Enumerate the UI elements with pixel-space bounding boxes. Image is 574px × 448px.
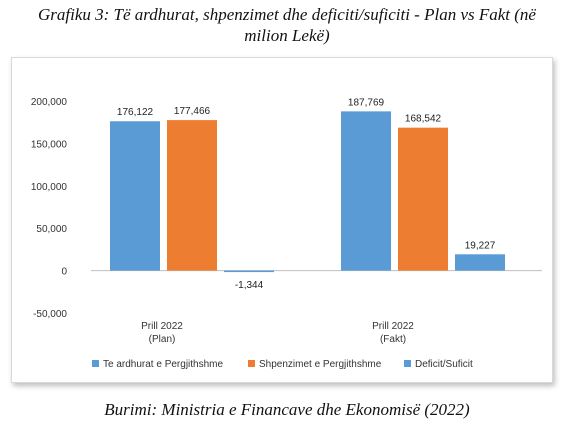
chart-frame: 200,000 150,000 100,000 50,000 0 -50,000 176,1… [11, 57, 553, 383]
legend-swatch [92, 360, 99, 367]
bar [110, 121, 160, 271]
category-label: (Fakt) [380, 334, 406, 345]
chart-caption-title: Grafiku 3: Të ardhurat, shpenzimet dhe d… [0, 4, 574, 46]
y-tick-label: 50,000 [36, 224, 67, 235]
legend-label: Shpenzimet e Pergjithshme [259, 359, 382, 370]
caption-title-line-2: milion Lekë) [244, 26, 330, 45]
data-label: 168,542 [405, 114, 442, 125]
legend-label: Deficit/Suficit [415, 359, 473, 370]
bar [224, 270, 274, 273]
data-label: 19,227 [465, 240, 496, 251]
caption-title-line-1: Grafiku 3: Të ardhurat, shpenzimet dhe d… [38, 5, 536, 24]
bar-chart: 200,000 150,000 100,000 50,000 0 -50,000 176,1… [31, 97, 542, 370]
legend-swatch [248, 360, 255, 367]
y-tick-label: 100,000 [31, 182, 68, 193]
y-tick-label: 200,000 [31, 97, 68, 108]
legend-swatch [404, 360, 411, 367]
category-label: Prill 2022 [372, 321, 414, 332]
data-label: -1,344 [235, 280, 264, 291]
source-caption: Burimi: Ministria e Financave dhe Ekonom… [104, 400, 470, 419]
bar [455, 254, 505, 271]
legend-label: Te ardhurat e Pergjithshme [103, 359, 224, 370]
bar [167, 120, 217, 271]
y-tick-label: -50,000 [33, 309, 67, 320]
y-tick-label: 0 [61, 267, 67, 278]
bar [341, 111, 391, 271]
bar [398, 127, 448, 271]
category-label: Prill 2022 [141, 321, 183, 332]
data-label: 177,466 [174, 106, 211, 117]
data-label: 176,122 [117, 107, 154, 118]
data-label: 187,769 [348, 97, 385, 108]
category-label: (Plan) [149, 334, 176, 345]
y-tick-label: 150,000 [31, 139, 68, 150]
